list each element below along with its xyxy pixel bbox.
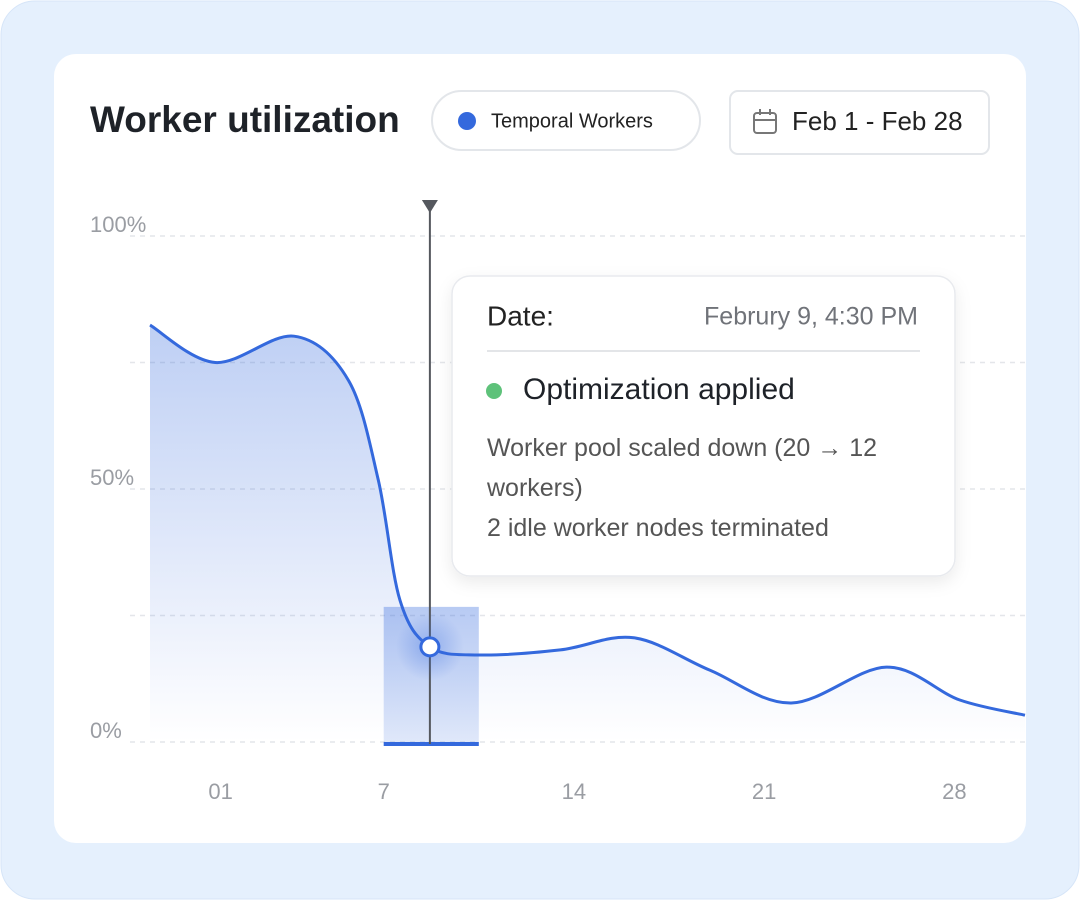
legend-swatch [458,112,476,130]
tooltip-line: Worker pool scaled down (20 → 12 workers… [487,434,878,502]
tooltip-line: 2 idle worker nodes terminated [487,514,829,542]
y-tick-label: 50% [90,465,134,490]
x-tick-label: 7 [378,779,390,804]
x-tick-label: 01 [208,779,232,804]
tooltip-event: Optimization applied [523,373,795,406]
tooltip-date: Februry 9, 4:30 PM [704,303,918,331]
tooltip-body: Worker pool scaled down (20 → 12 workers… [487,428,927,548]
area [150,325,1025,742]
date-range: Feb 1 - Feb 28 [792,106,963,136]
tooltip-date-label: Date: [487,300,554,331]
y-tick-label: 0% [90,718,122,743]
event-dot [486,383,502,399]
y-tick-label: 100% [90,212,146,237]
marker [419,636,441,658]
x-tick-label: 21 [752,779,776,804]
cursor-head [421,200,438,213]
calendar-icon [753,109,777,134]
tooltip-text: Worker pool scaled down (20 → 12 workers… [487,428,927,548]
x-tick-label: 28 [942,779,966,804]
legend-label: Temporal Workers [491,110,653,132]
x-tick-label: 14 [562,779,586,804]
tooltip: Date: Februry 9, 4:30 PM Optimization appl… [451,275,956,577]
chart-title: Worker utilization [90,99,400,140]
line [149,323,1026,717]
legend[interactable] [431,90,701,151]
date-picker[interactable] [729,90,990,155]
